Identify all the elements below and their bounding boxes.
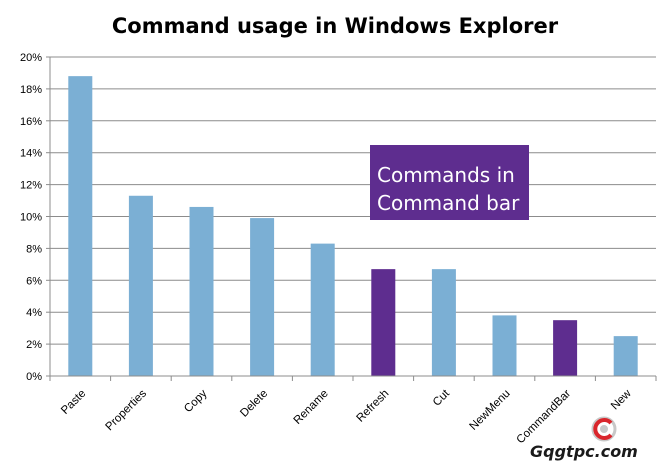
x-tick-label: Properties [103,387,149,433]
bar-delete [250,218,275,376]
x-tick-label: CommandBar [515,388,574,447]
y-tick-label: 6% [26,275,42,287]
x-axis-ticks: Paste Properties Copy Delete Rename Refresh Cu… [49,376,657,447]
bar-new [613,336,638,376]
x-tick-label: New [609,387,634,412]
x-tick-label: Delete [238,388,270,420]
bar-cut [431,269,456,376]
y-tick-label: 16% [20,116,42,128]
annotation-line-2: Command bar [377,191,520,215]
y-tick-label: 10% [20,212,42,224]
bar-commandbar [553,320,578,376]
watermark-logo-icon [591,416,617,442]
bar-rename [310,243,335,376]
annotation-box: Commands in Command bar [370,145,529,220]
x-tick-label: Paste [59,388,88,417]
y-tick-label: 4% [26,307,42,319]
chart-title: Command usage in Windows Explorer [112,14,559,38]
bar-paste [68,76,93,376]
y-tick-label: 0% [26,371,42,383]
y-tick-label: 12% [20,180,42,192]
y-tick-label: 8% [26,243,42,255]
y-tick-label: 14% [20,148,42,160]
x-tick-label: Cut [431,387,453,409]
y-axis-ticks: 0% 2% 4% 6% 8% 10% 12% 14% 16% 18% 20% [20,52,50,383]
bar-properties [128,195,153,376]
y-tick-label: 18% [20,84,42,96]
y-tick-label: 2% [26,339,42,351]
x-tick-label: Refresh [354,388,391,425]
bar-newmenu [492,315,517,376]
annotation-background [370,145,529,220]
watermark: Gqgtpc.com [530,416,638,461]
y-tick-label: 20% [20,52,42,64]
bar-copy [189,206,214,376]
annotation-line-1: Commands in [377,163,515,187]
bars [68,76,638,376]
x-tick-label: NewMenu [468,388,513,433]
bar-refresh [371,269,396,376]
x-tick-label: Copy [182,387,210,415]
watermark-text: Gqgtpc.com [530,442,638,461]
x-tick-label: Rename [292,388,331,427]
